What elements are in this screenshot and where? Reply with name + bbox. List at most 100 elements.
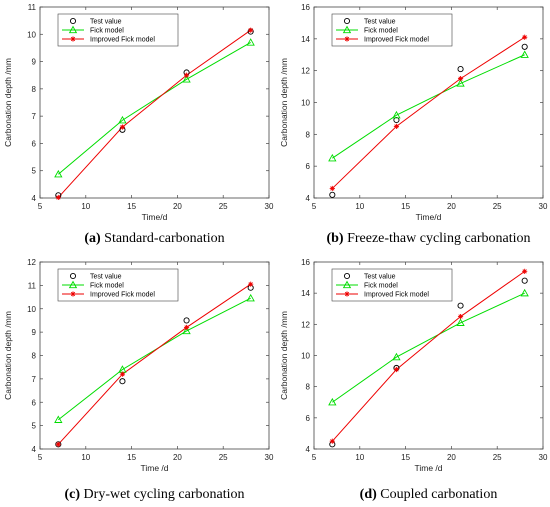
legend-marker (68, 25, 78, 34)
legend-entry-label: Fick model (90, 283, 124, 290)
series-line-star (57, 29, 251, 198)
y-axis-label: Carbonation depth /mm (279, 311, 289, 400)
y-tick-label: 10 (27, 30, 36, 39)
y-tick-label: 12 (301, 320, 310, 329)
data-point-star (183, 72, 190, 78)
series-line-triangle (332, 292, 525, 403)
legend-entry-label: Test value (90, 274, 122, 281)
x-tick-label: 25 (493, 453, 502, 462)
data-point-star (248, 281, 254, 287)
data-point-star (183, 324, 190, 331)
data-point-star (457, 313, 464, 320)
panel-caption: (a) Standard-carbonation (84, 231, 224, 246)
series-line-star (331, 270, 525, 442)
legend-marker (343, 272, 351, 280)
y-tick-label: 6 (32, 139, 37, 148)
caption-title: Dry-wet cycling carbonation (84, 487, 245, 502)
data-point-triangle (392, 110, 401, 119)
x-tick-label: 30 (265, 453, 274, 462)
legend-entry-label: Improved Fick model (90, 292, 155, 299)
data-point-star (119, 124, 126, 130)
y-tick-label: 11 (28, 3, 37, 12)
series-line-triangle (332, 54, 525, 159)
x-tick-label: 15 (401, 453, 410, 462)
x-axis-label: Time /d (140, 463, 168, 473)
y-tick-label: 10 (27, 305, 36, 314)
legend-marker (69, 272, 77, 280)
series-line-star (57, 283, 251, 445)
y-tick-label: 16 (301, 3, 310, 12)
data-point-triangle (456, 79, 465, 87)
y-tick-label: 5 (32, 167, 37, 176)
legend-entry-label: Fick model (364, 283, 398, 290)
y-tick-label: 10 (301, 352, 310, 361)
legend-marker (69, 17, 77, 25)
legend-marker (344, 36, 350, 42)
legend-entry-label: Improved Fick model (364, 292, 429, 299)
y-tick-label: 11 (28, 281, 37, 290)
data-point-triangle (392, 352, 401, 361)
x-tick-label: 25 (493, 202, 502, 211)
x-tick-label: 5 (38, 453, 43, 462)
chart-panel-2: 5 10 15 20 25 30 4 6 8 10 12 14 16 Time/d Carbonation … (279, 3, 548, 246)
y-tick-label: 6 (306, 414, 311, 423)
data-point-triangle (54, 169, 63, 178)
data-point-triangle (182, 74, 191, 83)
legend-entry-label: Fick model (90, 28, 124, 35)
x-tick-label: 25 (219, 202, 228, 211)
x-tick-label: 10 (81, 202, 90, 211)
legend-marker (70, 36, 76, 42)
caption-letter: (a) (84, 231, 101, 246)
y-tick-label: 8 (306, 383, 311, 392)
legend-marker (342, 280, 352, 289)
data-point-circle (521, 277, 528, 284)
caption-title: Standard-carbonation (104, 231, 225, 246)
data-point-circle (457, 302, 464, 309)
data-point-triangle (328, 153, 337, 162)
legend-entry-label: Fick model (364, 28, 398, 35)
legend-marker (344, 291, 350, 297)
x-axis-label: Time/d (142, 212, 168, 222)
legend-entry-label: Test value (90, 19, 122, 26)
caption-letter: (c) (65, 487, 81, 502)
y-tick-label: 8 (32, 352, 37, 361)
y-tick-label: 6 (306, 162, 311, 171)
data-point-circle (521, 43, 528, 50)
data-point-circle (119, 378, 126, 385)
x-tick-label: 20 (173, 202, 182, 211)
panel-caption: (d) Coupled carbonation (360, 487, 498, 502)
x-tick-label: 10 (355, 202, 364, 211)
caption-letter: (d) (360, 487, 377, 502)
data-point-triangle (54, 415, 63, 423)
data-point-triangle (246, 293, 255, 302)
x-tick-label: 25 (219, 453, 228, 462)
y-tick-label: 7 (32, 112, 37, 121)
x-tick-label: 30 (265, 202, 274, 211)
y-tick-label: 12 (301, 67, 310, 76)
data-point-circle (329, 191, 336, 198)
y-tick-label: 14 (301, 289, 310, 298)
caption-letter: (b) (326, 231, 343, 246)
data-point-star (393, 366, 400, 373)
x-tick-label: 20 (173, 453, 182, 462)
y-tick-label: 6 (32, 398, 37, 407)
y-tick-label: 8 (32, 85, 37, 94)
data-point-triangle (456, 318, 465, 326)
data-point-star (248, 27, 254, 33)
data-point-star (457, 76, 464, 82)
data-point-star (522, 34, 528, 40)
series-line-star (331, 36, 525, 189)
data-point-triangle (328, 397, 337, 406)
legend-marker (343, 17, 351, 25)
y-tick-label: 9 (32, 58, 37, 67)
x-tick-label: 20 (447, 202, 456, 211)
y-tick-label: 10 (301, 99, 310, 108)
y-axis-label: Carbonation depth /mm (3, 311, 13, 400)
y-tick-label: 8 (306, 130, 311, 139)
data-point-circle (183, 317, 190, 324)
data-point-star (393, 123, 400, 129)
y-tick-label: 4 (32, 445, 37, 454)
